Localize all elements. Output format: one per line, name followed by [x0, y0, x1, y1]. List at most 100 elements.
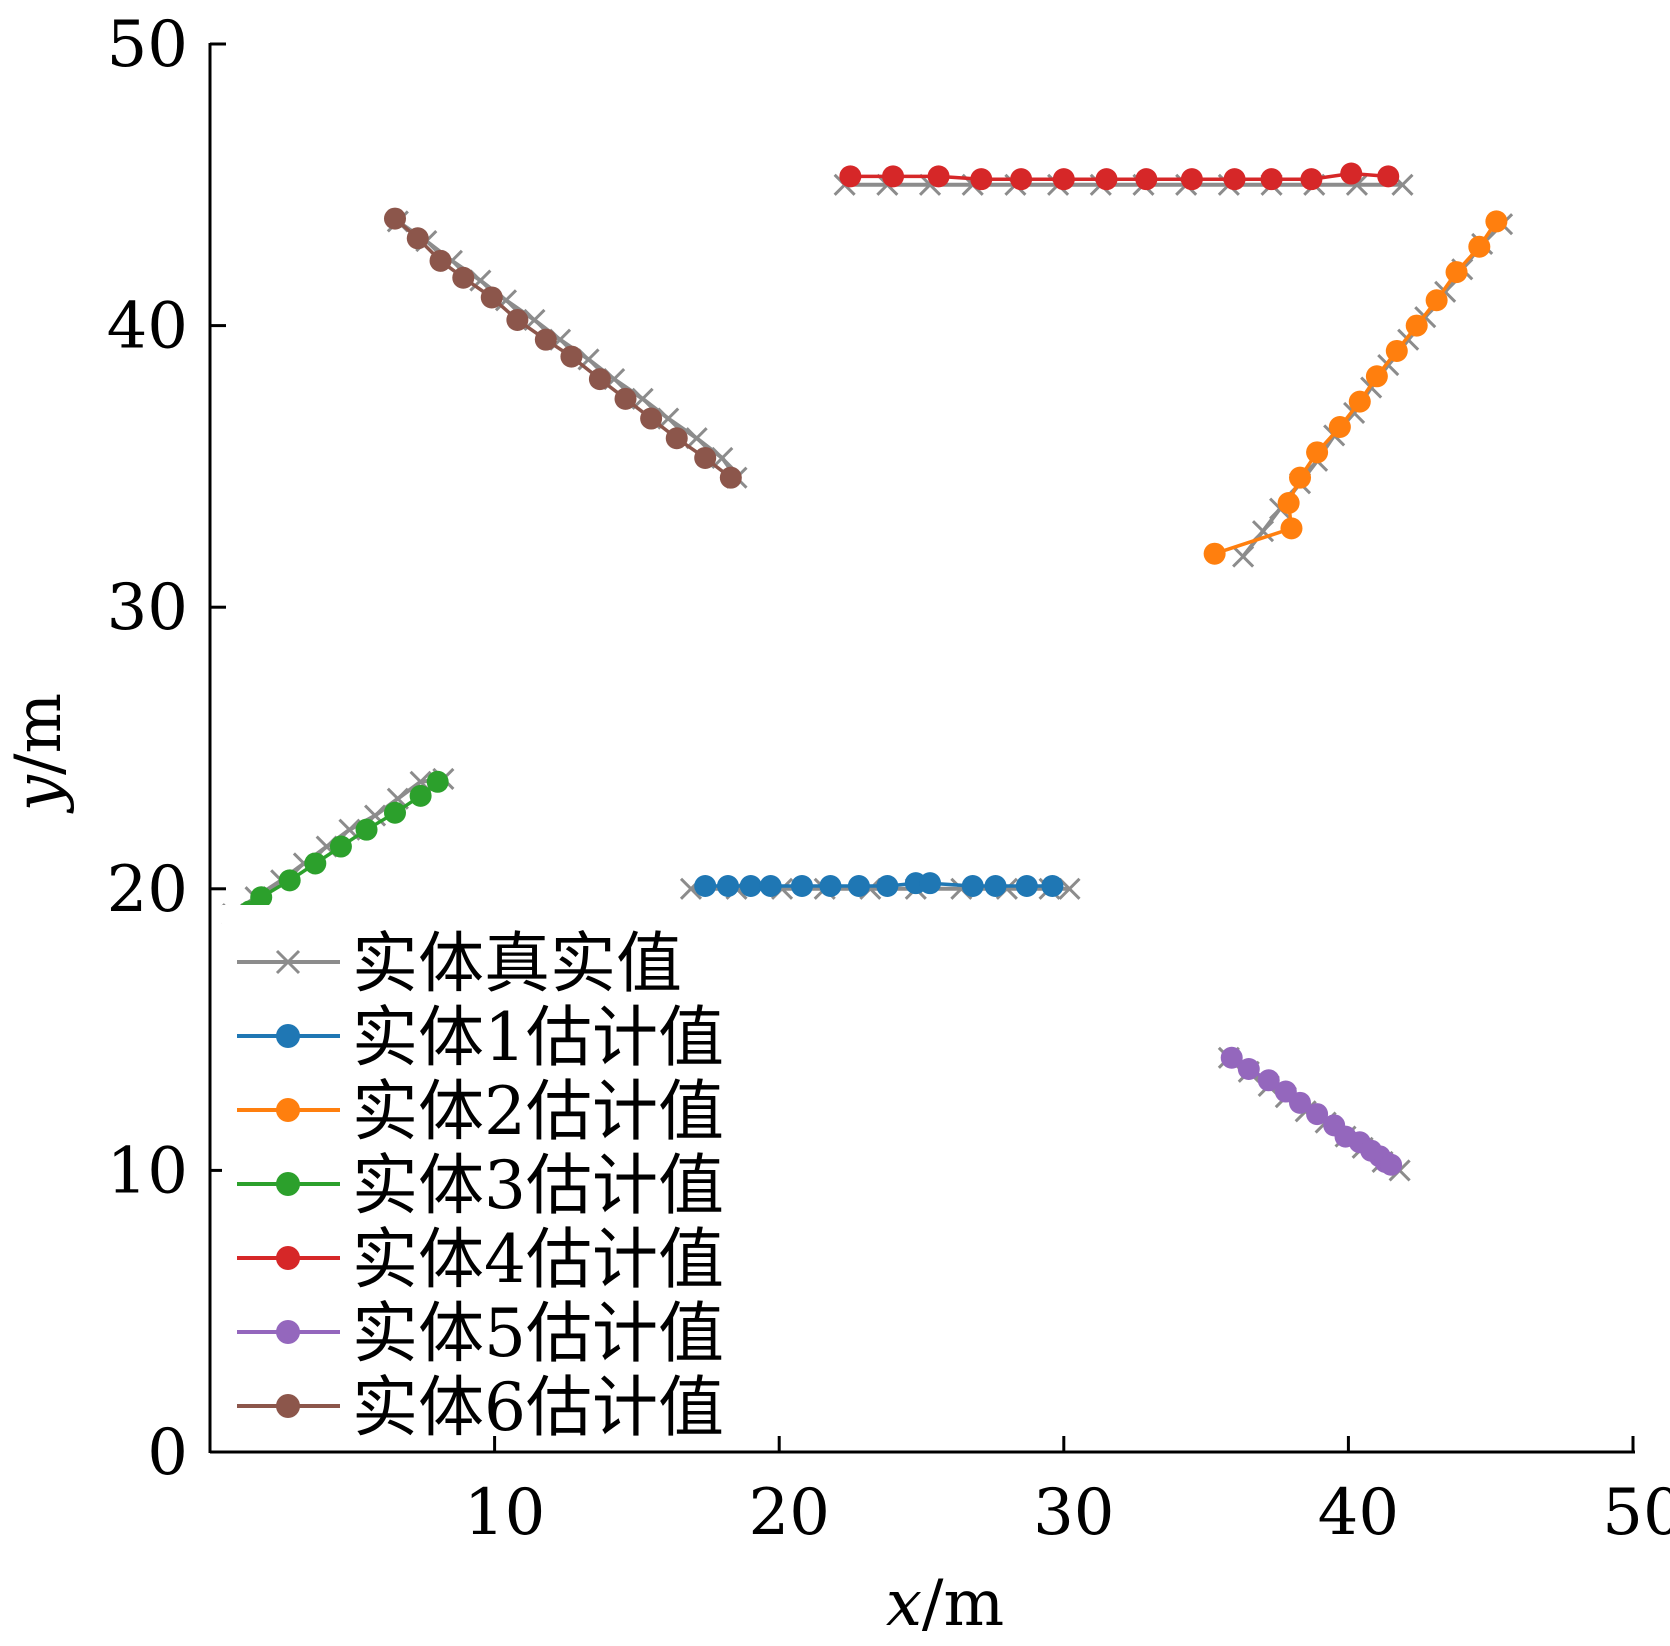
data-point	[250, 886, 273, 909]
legend-label: 实体3估计值	[352, 1147, 724, 1224]
series-4	[839, 162, 1400, 191]
data-point-cross	[469, 269, 492, 292]
data-point	[759, 874, 782, 897]
data-point	[278, 869, 301, 892]
data-point	[1010, 168, 1033, 191]
data-point	[406, 227, 429, 250]
data-point-cross	[1058, 877, 1081, 900]
data-point	[383, 207, 406, 230]
data-point	[1485, 210, 1508, 233]
data-point	[1306, 1103, 1329, 1126]
data-point	[1277, 492, 1300, 515]
data-point	[1468, 235, 1491, 258]
legend-marker	[276, 1320, 300, 1344]
data-point	[716, 874, 739, 897]
data-point	[506, 308, 529, 331]
data-point	[961, 874, 984, 897]
data-point	[1052, 168, 1075, 191]
data-point	[1289, 466, 1312, 489]
x-tick-label: 10	[464, 1476, 545, 1550]
legend-label: 实体1估计值	[352, 999, 724, 1076]
data-point	[790, 874, 813, 897]
data-point	[1380, 1153, 1403, 1176]
legend-item: 实体6估计值	[237, 1369, 724, 1446]
data-point	[839, 165, 862, 188]
data-point	[1445, 261, 1468, 284]
data-point	[819, 874, 842, 897]
data-point-cross	[685, 427, 708, 450]
data-point	[560, 345, 583, 368]
data-point	[1385, 339, 1408, 362]
legend-marker	[276, 1098, 300, 1122]
y-tick-label: 0	[147, 1416, 188, 1490]
x-tick-label: 30	[1033, 1476, 1114, 1550]
data-point	[1260, 168, 1283, 191]
data-point	[1289, 1091, 1312, 1114]
legend-item: 实体4估计值	[237, 1221, 724, 1298]
legend: 实体真实值实体1估计值实体2估计值实体3估计值实体4估计值实体5估计值实体6估计…	[222, 905, 777, 1446]
data-point	[882, 165, 905, 188]
data-point	[876, 874, 899, 897]
y-tick-label: 10	[107, 1134, 188, 1208]
data-point	[329, 835, 352, 858]
data-point	[919, 872, 942, 895]
x-tick-label: 40	[1318, 1476, 1399, 1550]
data-point	[1425, 289, 1448, 312]
data-point	[1203, 542, 1226, 565]
legend-marker	[276, 1394, 300, 1418]
data-point	[1220, 1046, 1243, 1069]
data-point	[355, 818, 378, 841]
data-point	[409, 784, 432, 807]
x-tick-label: 20	[748, 1476, 829, 1550]
data-point	[1365, 365, 1388, 388]
plot-area	[221, 162, 1514, 1182]
data-point	[1280, 517, 1303, 540]
data-point	[588, 368, 611, 391]
legend-item: 实体1估计值	[237, 999, 724, 1076]
y-axis-label: y/m	[2, 693, 76, 814]
legend-item: 实体3估计值	[237, 1147, 724, 1224]
series-1	[694, 872, 1064, 897]
data-point	[1041, 874, 1064, 897]
data-point	[1257, 1069, 1280, 1092]
axes: 10 20 30 40 50 0 10 20 30 40 50	[107, 8, 1670, 1550]
y-tick-label: 20	[107, 853, 188, 927]
series-3	[238, 770, 449, 923]
y-tick-label: 50	[107, 8, 188, 82]
legend-background	[222, 905, 777, 1435]
data-point	[719, 466, 742, 489]
legend-label: 实体真实值	[352, 925, 682, 1002]
data-point	[1135, 168, 1158, 191]
data-point	[426, 770, 449, 793]
data-point	[1306, 441, 1329, 464]
data-point	[304, 852, 327, 875]
legend-marker	[276, 1246, 300, 1270]
data-point	[1328, 415, 1351, 438]
data-point	[1237, 1058, 1260, 1081]
series-2	[1203, 210, 1508, 565]
data-point	[480, 286, 503, 309]
data-point	[739, 874, 762, 897]
data-point	[1300, 168, 1323, 191]
data-point	[383, 801, 406, 824]
data-point	[694, 874, 717, 897]
data-point	[1015, 874, 1038, 897]
data-point	[614, 387, 637, 410]
series-6	[383, 207, 742, 489]
data-point	[1377, 165, 1400, 188]
data-point	[847, 874, 870, 897]
legend-item: 实体5估计值	[237, 1295, 724, 1372]
data-point	[694, 446, 717, 469]
legend-marker	[276, 1172, 300, 1196]
data-point	[927, 165, 950, 188]
data-point	[665, 427, 688, 450]
legend-label: 实体4估计值	[352, 1221, 724, 1298]
data-point	[984, 874, 1007, 897]
series-5	[1220, 1046, 1403, 1176]
data-point-cross	[1251, 520, 1275, 543]
legend-label: 实体6估计值	[352, 1369, 724, 1446]
legend-marker	[276, 1024, 300, 1048]
data-point	[1223, 168, 1246, 191]
